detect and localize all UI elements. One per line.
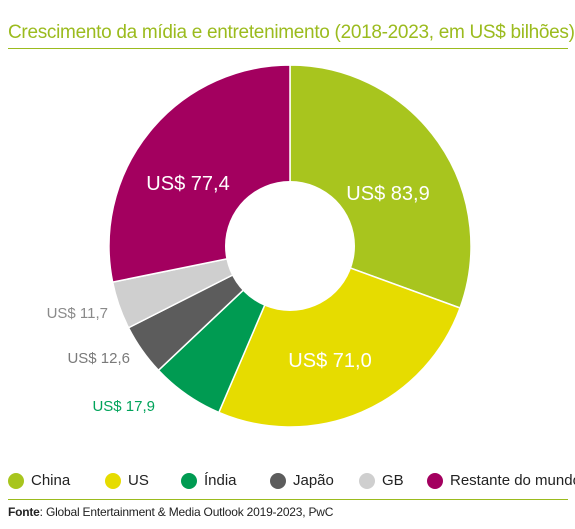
footer-divider [8, 499, 568, 500]
data-label-japao: US$ 12,6 [67, 350, 130, 367]
legend-swatch-china [8, 472, 24, 489]
legend: China US Índia Japão GB Restante do mund… [8, 472, 575, 494]
source-text: : Global Entertainment & Media Outlook 2… [39, 505, 334, 519]
source-note: Fonte: Global Entertainment & Media Outl… [8, 505, 333, 519]
legend-item-restante: Restante do mundo [427, 472, 575, 489]
chart-title: Crescimento da mídia e entretenimento (2… [8, 22, 575, 43]
title-divider [8, 48, 568, 49]
legend-label-restante: Restante do mundo [450, 472, 575, 489]
legend-label-us: US [128, 472, 149, 489]
data-label-gb: US$ 11,7 [47, 305, 108, 322]
legend-swatch-restante [427, 472, 443, 489]
legend-item-us: US [105, 472, 149, 489]
donut-hole [225, 181, 355, 311]
legend-swatch-japao [270, 472, 286, 489]
legend-item-japao: Japão [270, 472, 334, 489]
legend-item-china: China [8, 472, 70, 489]
legend-item-india: Índia [181, 472, 237, 489]
donut-chart: US$ 83,9 US$ 71,0 US$ 17,9 US$ 12,6 US$ 11,7… [47, 64, 472, 428]
legend-label-japao: Japão [293, 472, 334, 489]
data-label-us: US$ 71,0 [288, 350, 371, 372]
legend-swatch-gb [359, 472, 375, 489]
data-label-restante: US$ 77,4 [146, 173, 229, 195]
legend-label-india: Índia [204, 472, 237, 489]
legend-label-gb: GB [382, 472, 404, 489]
legend-swatch-us [105, 472, 121, 489]
legend-swatch-india [181, 472, 197, 489]
legend-item-gb: GB [359, 472, 404, 489]
data-label-china: US$ 83,9 [346, 183, 429, 205]
source-prefix: Fonte [8, 505, 40, 519]
data-label-india: US$ 17,9 [92, 398, 155, 415]
legend-label-china: China [31, 472, 71, 489]
